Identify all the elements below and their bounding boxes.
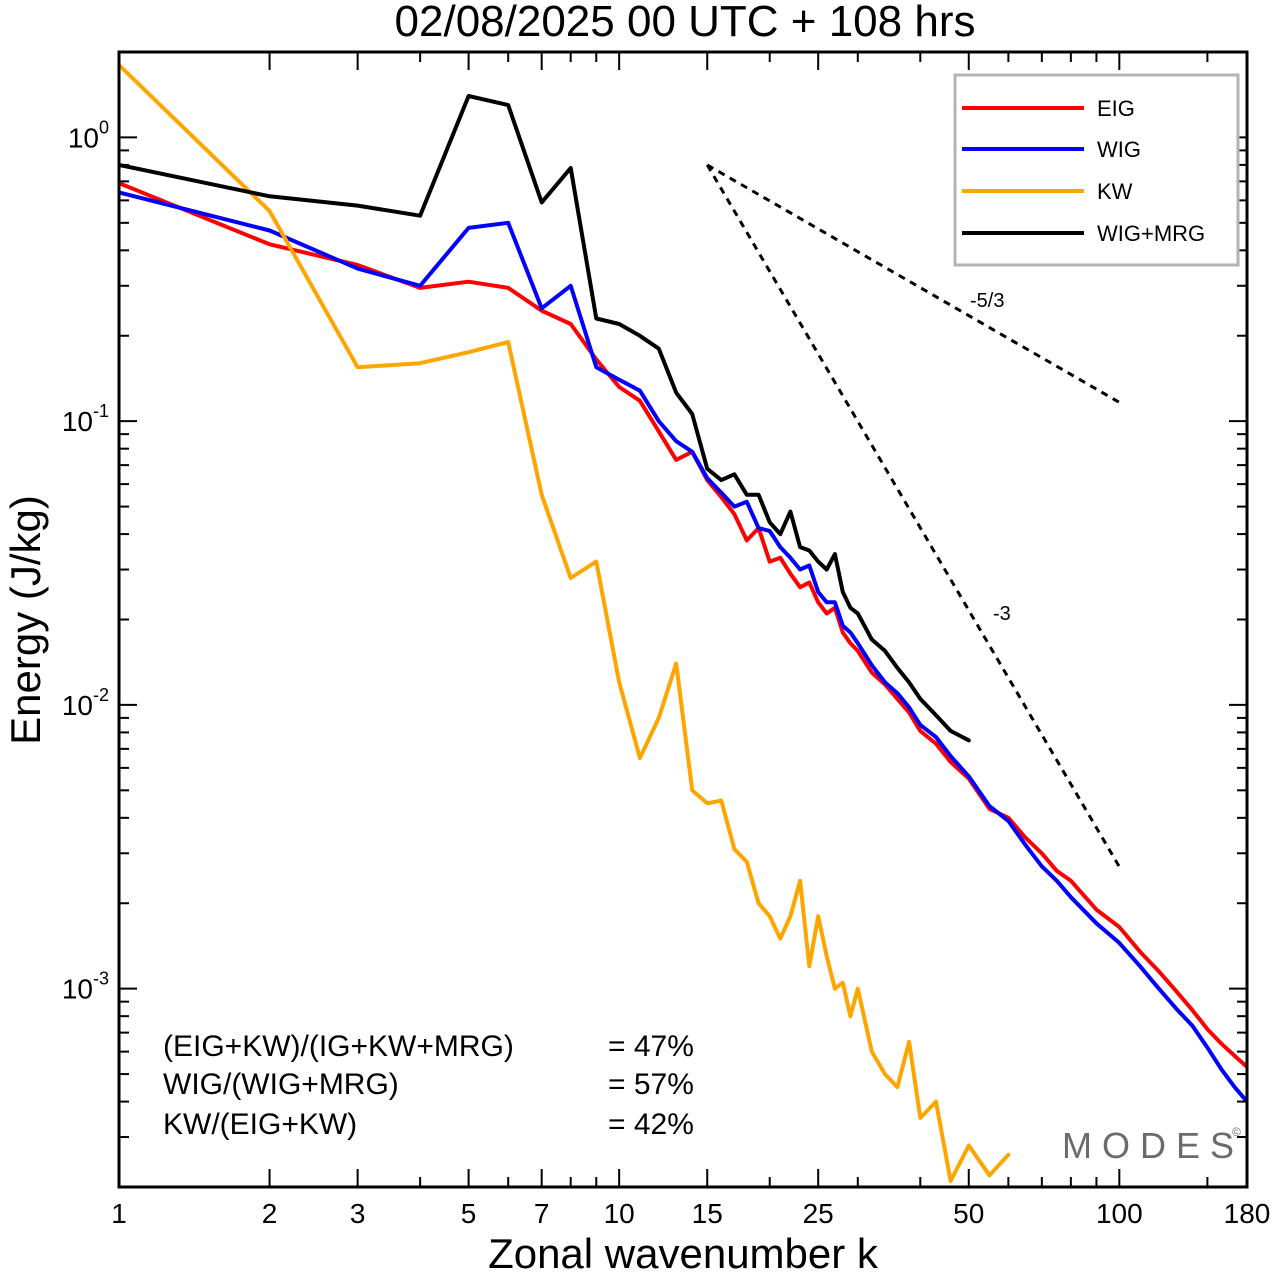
x-tick-label: 5 xyxy=(461,1198,477,1229)
x-tick-label: 25 xyxy=(803,1198,834,1229)
x-tick-label: 2 xyxy=(262,1198,278,1229)
x-axis: 1 2 3 5 7 10 15 25 50 100 180 xyxy=(111,52,1270,1229)
chart-title: 02/08/2025 00 UTC + 108 hrs xyxy=(395,0,976,46)
reference-slope-lines xyxy=(705,163,1121,868)
modes-watermark: MODES xyxy=(1062,1125,1244,1166)
series-line-wig-mrg xyxy=(119,94,971,743)
x-tick-label: 100 xyxy=(1096,1198,1143,1229)
y-tick-label: 10-2 xyxy=(62,685,109,721)
x-tick-label: 3 xyxy=(350,1198,366,1229)
ratio-value: = 47% xyxy=(608,1030,694,1063)
x-tick-label: 50 xyxy=(953,1198,984,1229)
slope-label-3: -3 xyxy=(993,603,1011,625)
x-tick-label: 7 xyxy=(534,1198,550,1229)
slope-line-minus-5-3 xyxy=(706,163,1121,404)
ratio-label: WIG/(WIG+MRG) xyxy=(163,1068,399,1101)
series-layer xyxy=(119,63,1247,1183)
y-axis: 10-3 10-2 10-1 100 xyxy=(62,51,1247,1188)
legend-label-wig-mrg: WIG+MRG xyxy=(1097,221,1205,246)
x-tick-label: 10 xyxy=(604,1198,635,1229)
ratio-annotations: (EIG+KW)/(IG+KW+MRG) = 47% WIG/(WIG+MRG)… xyxy=(163,1030,694,1141)
legend: EIG WIG KW WIG+MRG xyxy=(953,73,1240,267)
legend-label-kw: KW xyxy=(1097,179,1133,204)
slope-line-minus-3 xyxy=(705,164,1121,868)
ratio-value: = 57% xyxy=(608,1068,694,1101)
y-tick-label: 10-3 xyxy=(62,969,109,1005)
series-line-wig xyxy=(119,190,1247,1104)
legend-label-eig: EIG xyxy=(1097,96,1135,121)
copyright-mark: © xyxy=(1232,1125,1241,1139)
x-axis-label: Zonal wavenumber k xyxy=(488,1230,879,1277)
series-line-kw xyxy=(119,63,1011,1183)
y-axis-label: Energy (J/kg) xyxy=(2,495,49,745)
ratio-label: KW/(EIG+KW) xyxy=(163,1108,357,1141)
x-tick-label: 15 xyxy=(692,1198,723,1229)
ratio-value: = 42% xyxy=(608,1108,694,1141)
slope-label-5-3: -5/3 xyxy=(970,290,1004,312)
y-tick-label: 100 xyxy=(68,117,109,153)
ratio-label: (EIG+KW)/(IG+KW+MRG) xyxy=(163,1030,514,1063)
y-tick-label: 10-1 xyxy=(62,401,109,437)
x-tick-label: 180 xyxy=(1224,1198,1271,1229)
x-tick-label: 1 xyxy=(111,1198,127,1229)
series-line-eig xyxy=(119,181,1247,1069)
legend-label-wig: WIG xyxy=(1097,137,1141,162)
